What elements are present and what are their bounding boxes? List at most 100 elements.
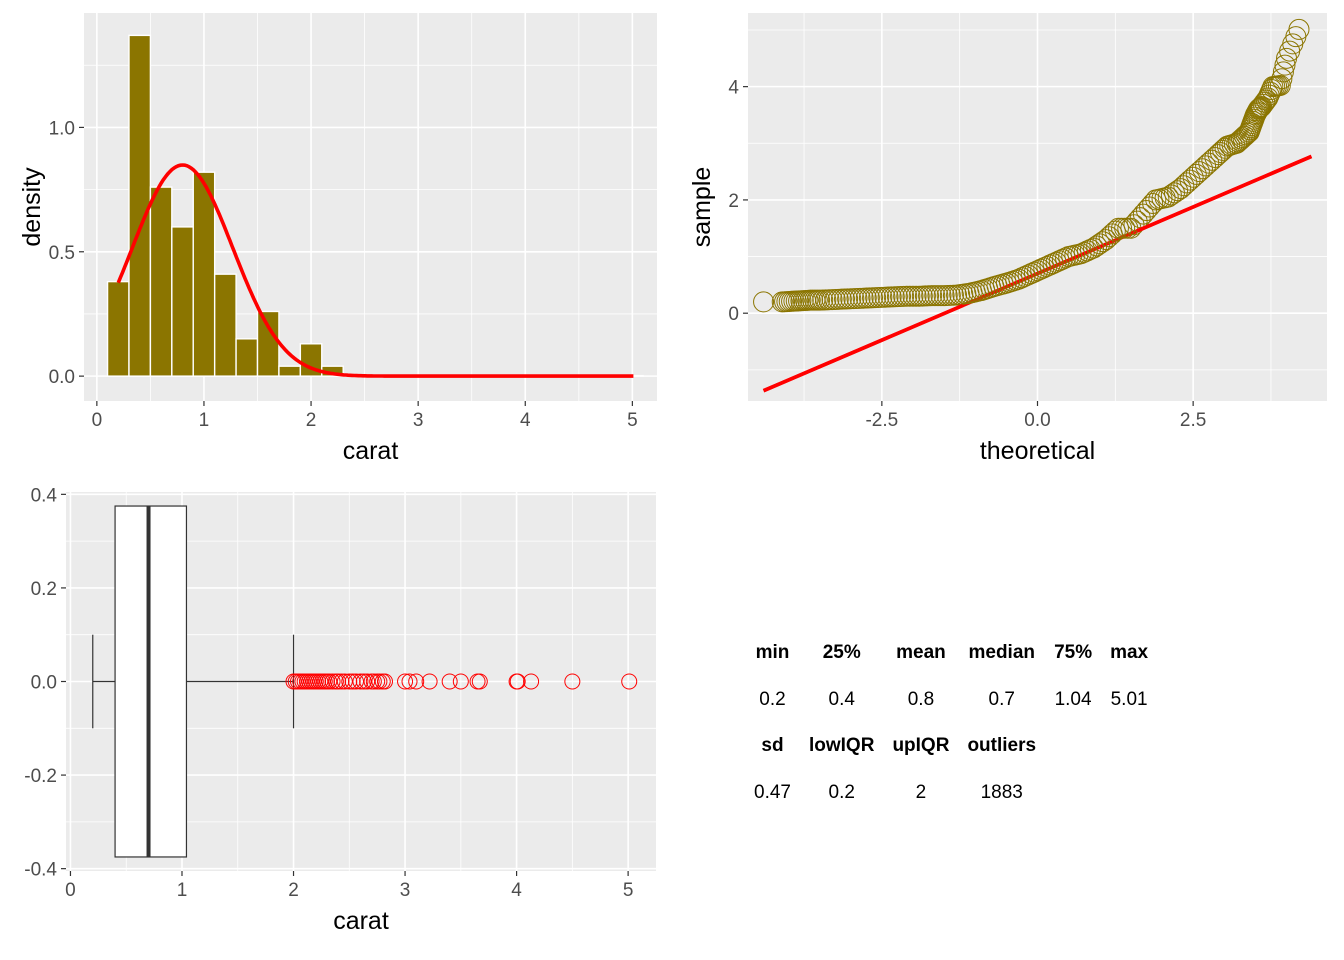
boxplot-outlier — [523, 673, 540, 690]
qq-point — [1272, 61, 1294, 83]
qq-point — [1045, 251, 1067, 273]
qq-point — [1036, 255, 1058, 277]
boxplot-outlier — [333, 673, 350, 690]
table-cell: 75% — [1054, 642, 1093, 664]
qq-point — [1257, 87, 1279, 109]
table-row: sd lowIQR upIQR outliers — [745, 723, 1157, 770]
qq-point — [1271, 68, 1293, 90]
qq-point — [1017, 264, 1039, 286]
x-tick-label: 5 — [627, 410, 638, 431]
qq-point — [1207, 144, 1229, 166]
boxplot-outlier — [344, 673, 361, 690]
table-cell — [1101, 770, 1157, 817]
table-cell: median — [968, 642, 1036, 664]
box-iqr — [114, 505, 188, 858]
table-cell — [1045, 770, 1101, 817]
histogram-bar — [299, 343, 323, 377]
y-tick-label: 4 — [728, 78, 739, 99]
qq-point — [1288, 18, 1310, 40]
qq-point — [1248, 98, 1270, 120]
boxplot-outlier — [321, 673, 338, 690]
table-cell: min — [755, 642, 790, 664]
qq-point — [1023, 261, 1045, 283]
qq-point — [1020, 263, 1042, 285]
y-tick-label: 0 — [728, 304, 739, 325]
qq-point — [1135, 200, 1157, 222]
x-tick-label: 2.5 — [1180, 410, 1206, 431]
boxplot-outlier — [452, 673, 469, 690]
qq-point — [1132, 203, 1154, 225]
boxplot-outlier — [401, 673, 418, 690]
qq-point — [1014, 265, 1036, 287]
boxplot-outlier — [509, 673, 526, 690]
qq-point — [1269, 75, 1291, 97]
y-axis-title: density — [18, 167, 46, 247]
table-cell: 25% — [822, 642, 861, 664]
x-tick-label: 2 — [288, 880, 299, 901]
boxplot-outlier — [336, 673, 353, 690]
qq-point — [1048, 250, 1070, 272]
qq-point — [1076, 240, 1098, 262]
qq-point — [1042, 253, 1064, 275]
table-cell: upIQR — [892, 735, 950, 757]
x-tick-label: 0 — [92, 410, 103, 431]
qq-point — [1185, 163, 1207, 185]
x-tick-label: -2.5 — [865, 410, 898, 431]
y-tick-label: 0.0 — [49, 367, 75, 388]
table-cell: lowIQR — [808, 735, 875, 757]
qq-reference-line-overlay — [1136, 154, 1313, 233]
qq-reference-line-overlay — [762, 303, 964, 393]
x-tick-label: 1 — [199, 410, 210, 431]
table-cell: 5.01 — [1110, 688, 1148, 710]
y-tick-label: 0.5 — [49, 243, 75, 264]
table-cell: 2 — [915, 781, 927, 803]
boxplot-outlier — [397, 673, 414, 690]
qq-point — [1039, 254, 1061, 276]
qq-point — [1033, 257, 1055, 279]
qq-point — [1027, 260, 1048, 282]
qq-point — [1230, 128, 1252, 150]
boxplot-outlier — [441, 673, 458, 690]
qq-point — [753, 291, 775, 313]
boxplot-outlier — [376, 673, 393, 690]
x-tick-label: 5 — [623, 880, 634, 901]
table-cell: 0.47 — [754, 781, 791, 803]
x-tick-label: 1 — [177, 880, 188, 901]
qq-point — [1123, 214, 1145, 236]
table-cell — [1101, 723, 1157, 770]
x-axis-title: carat — [343, 437, 399, 465]
table-cell: outliers — [967, 735, 1037, 757]
table-cell: 0.8 — [907, 688, 935, 710]
table-cell: mean — [896, 642, 946, 664]
table-row: 0.47 0.2 2 1883 — [745, 770, 1157, 817]
qq-point — [1104, 220, 1126, 242]
x-tick-label: 0.0 — [1024, 410, 1050, 431]
normal-density-curve — [116, 163, 634, 378]
qq-point — [1170, 178, 1192, 200]
boxplot-outlier — [324, 673, 341, 690]
x-tick-label: 4 — [520, 410, 531, 431]
x-tick-label: 0 — [65, 880, 76, 901]
boxplot-outlier — [330, 673, 347, 690]
y-axis-title: sample — [688, 167, 716, 248]
table-cell — [1045, 723, 1101, 770]
qq-point — [1129, 207, 1151, 229]
qq-point — [1142, 192, 1164, 214]
boxplot-outlier — [341, 673, 358, 690]
boxplot-outlier — [564, 673, 581, 690]
qq-point — [1095, 229, 1117, 251]
qq-point — [1188, 161, 1210, 183]
qq-point — [1191, 158, 1213, 180]
x-tick-label: 3 — [413, 410, 424, 431]
y-tick-label: 0.2 — [31, 579, 57, 600]
qq-point — [1173, 175, 1195, 197]
y-tick-label: 1.0 — [49, 118, 75, 139]
y-tick-label: 0.0 — [31, 673, 57, 694]
table-cell: max — [1110, 642, 1149, 664]
boxplot-outlier — [355, 673, 372, 690]
qq-point — [1030, 258, 1052, 280]
boxplot-outlier — [371, 673, 388, 690]
x-axis-title: theoretical — [980, 437, 1095, 465]
